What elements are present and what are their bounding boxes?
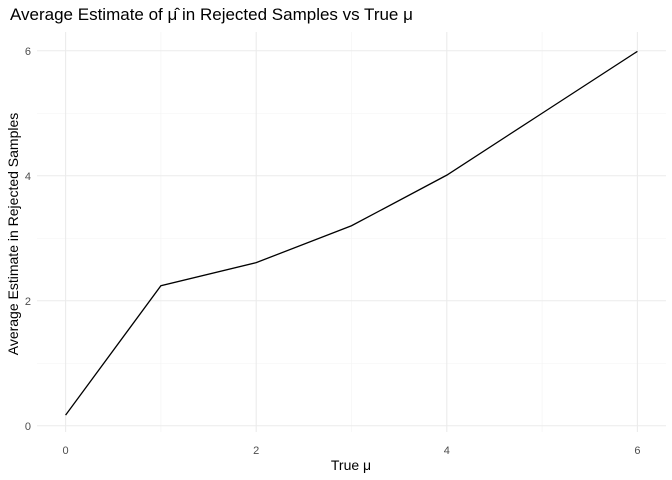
minor-gridlines <box>37 32 666 432</box>
series-line <box>65 50 638 416</box>
x-axis-title: True μ <box>331 457 371 473</box>
chart-title: Average Estimate of μ̂ in Rejected Sampl… <box>10 5 413 24</box>
major-gridlines <box>37 32 666 432</box>
y-axis-title: Average Estimate in Rejected Samples <box>5 113 21 356</box>
x-tick-label: 6 <box>634 445 640 457</box>
series-group <box>65 50 638 416</box>
x-tick-labels: 0 2 4 6 <box>63 445 641 457</box>
x-tick-label: 2 <box>253 445 259 457</box>
x-tick-label: 0 <box>63 445 69 457</box>
y-tick-label: 6 <box>25 46 31 58</box>
y-tick-label: 2 <box>25 296 31 308</box>
y-tick-labels: 0 2 4 6 <box>25 46 31 433</box>
y-tick-label: 0 <box>25 421 31 433</box>
y-tick-label: 4 <box>25 171 31 183</box>
x-tick-label: 4 <box>444 445 450 457</box>
